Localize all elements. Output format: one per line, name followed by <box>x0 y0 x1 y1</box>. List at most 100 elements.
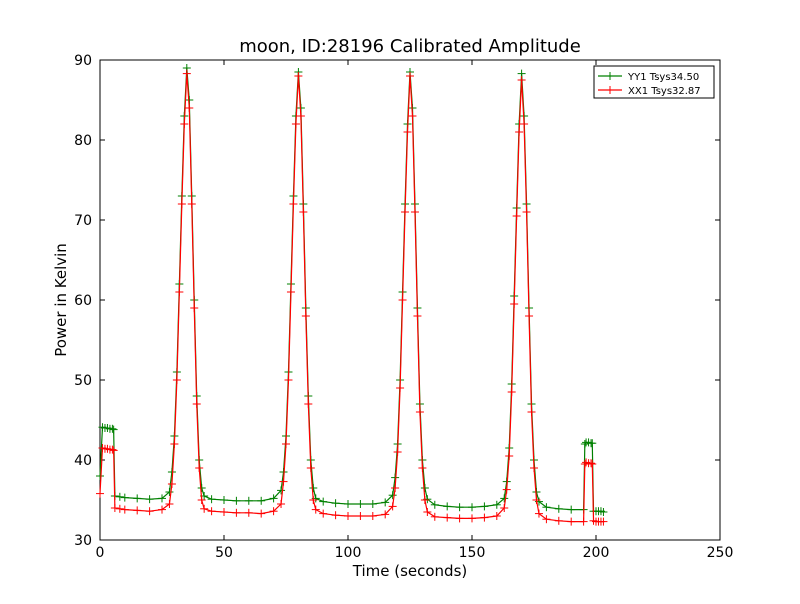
data-point <box>96 472 104 480</box>
y-tick-label: 90 <box>74 53 92 69</box>
data-point <box>580 440 589 448</box>
data-point <box>282 440 290 448</box>
data-point <box>391 484 400 492</box>
y-tick-label: 50 <box>74 373 92 389</box>
data-point <box>294 72 303 80</box>
y-tick-label: 60 <box>74 293 92 309</box>
x-axis-label: Time (seconds) <box>352 562 468 580</box>
data-point <box>170 440 179 448</box>
series-2 <box>96 69 608 526</box>
data-point <box>356 500 365 508</box>
data-point <box>133 494 142 503</box>
data-point <box>190 304 199 312</box>
data-point <box>512 212 521 220</box>
data-point <box>257 509 266 518</box>
data-point <box>468 503 476 512</box>
data-point <box>195 464 204 472</box>
data-point <box>500 504 509 512</box>
data-point <box>158 494 166 503</box>
data-point <box>120 505 129 514</box>
data-point <box>381 510 390 519</box>
data-point <box>120 493 129 502</box>
data-point <box>388 491 397 500</box>
data-point <box>299 208 308 216</box>
data-point <box>319 497 328 506</box>
data-point <box>599 508 608 516</box>
data-point <box>286 288 295 296</box>
data-point <box>232 496 241 505</box>
data-point <box>158 505 166 514</box>
data-point <box>344 512 352 520</box>
data-point <box>187 200 196 208</box>
data-point <box>443 513 452 522</box>
data-point <box>587 459 596 468</box>
legend-box <box>593 65 715 99</box>
data-point <box>527 408 536 416</box>
data-point <box>492 512 501 520</box>
data-point <box>284 376 293 384</box>
data-point <box>398 296 407 304</box>
data-point <box>207 495 216 504</box>
data-point <box>277 486 286 495</box>
data-point <box>356 512 365 520</box>
data-point <box>289 200 298 208</box>
data-point <box>277 500 286 508</box>
data-point <box>296 112 305 120</box>
y-tick-label: 30 <box>74 533 92 549</box>
y-tick-label: 80 <box>74 133 92 149</box>
data-point <box>393 448 402 456</box>
data-point <box>567 505 576 514</box>
data-point <box>420 484 429 492</box>
data-point <box>510 300 519 308</box>
data-point <box>167 480 176 488</box>
data-point <box>207 507 216 516</box>
data-point <box>368 512 377 520</box>
data-point <box>306 464 315 472</box>
data-point <box>517 76 526 84</box>
data-point <box>269 494 278 503</box>
x-tick-label: 200 <box>583 545 610 561</box>
data-point <box>468 514 476 523</box>
data-point <box>368 500 377 508</box>
data-point <box>108 445 117 454</box>
data-point <box>418 464 427 472</box>
data-point <box>430 500 439 509</box>
y-tick-label: 70 <box>74 213 92 229</box>
data-point <box>579 517 588 526</box>
data-point <box>403 128 412 136</box>
data-point <box>500 494 509 503</box>
data-point <box>420 496 429 504</box>
data-point <box>311 505 320 514</box>
data-point <box>331 511 340 520</box>
data-point <box>232 508 241 517</box>
data-point <box>109 425 118 434</box>
data-point <box>505 452 514 460</box>
data-point <box>480 513 489 522</box>
data-point <box>133 506 142 515</box>
legend-label: YY1 Tsys34.50 <box>627 72 699 83</box>
x-tick-label: 100 <box>335 545 362 561</box>
data-point <box>455 514 464 523</box>
legend-item-1: YY1 Tsys34.50 <box>598 72 699 83</box>
legend: YY1 Tsys34.50 XX1 Tsys32.87 <box>593 65 715 99</box>
series-layer <box>96 64 608 526</box>
data-point <box>331 499 340 508</box>
data-point <box>381 498 390 507</box>
data-point <box>244 508 253 517</box>
data-point <box>588 460 597 468</box>
data-point <box>220 508 228 516</box>
data-point <box>588 439 597 448</box>
data-point <box>423 508 432 516</box>
data-point <box>180 120 189 128</box>
data-point <box>554 504 563 513</box>
data-point <box>165 500 174 508</box>
plot-area <box>99 59 721 541</box>
axis-ticks: 0 50 100 150 200 250 30 40 50 60 70 80 90 <box>74 53 733 561</box>
data-point <box>413 312 422 320</box>
data-point <box>109 446 118 455</box>
data-point <box>115 492 124 501</box>
data-point <box>580 460 589 468</box>
data-point <box>244 496 253 505</box>
data-point <box>172 376 181 384</box>
data-point <box>492 500 501 509</box>
